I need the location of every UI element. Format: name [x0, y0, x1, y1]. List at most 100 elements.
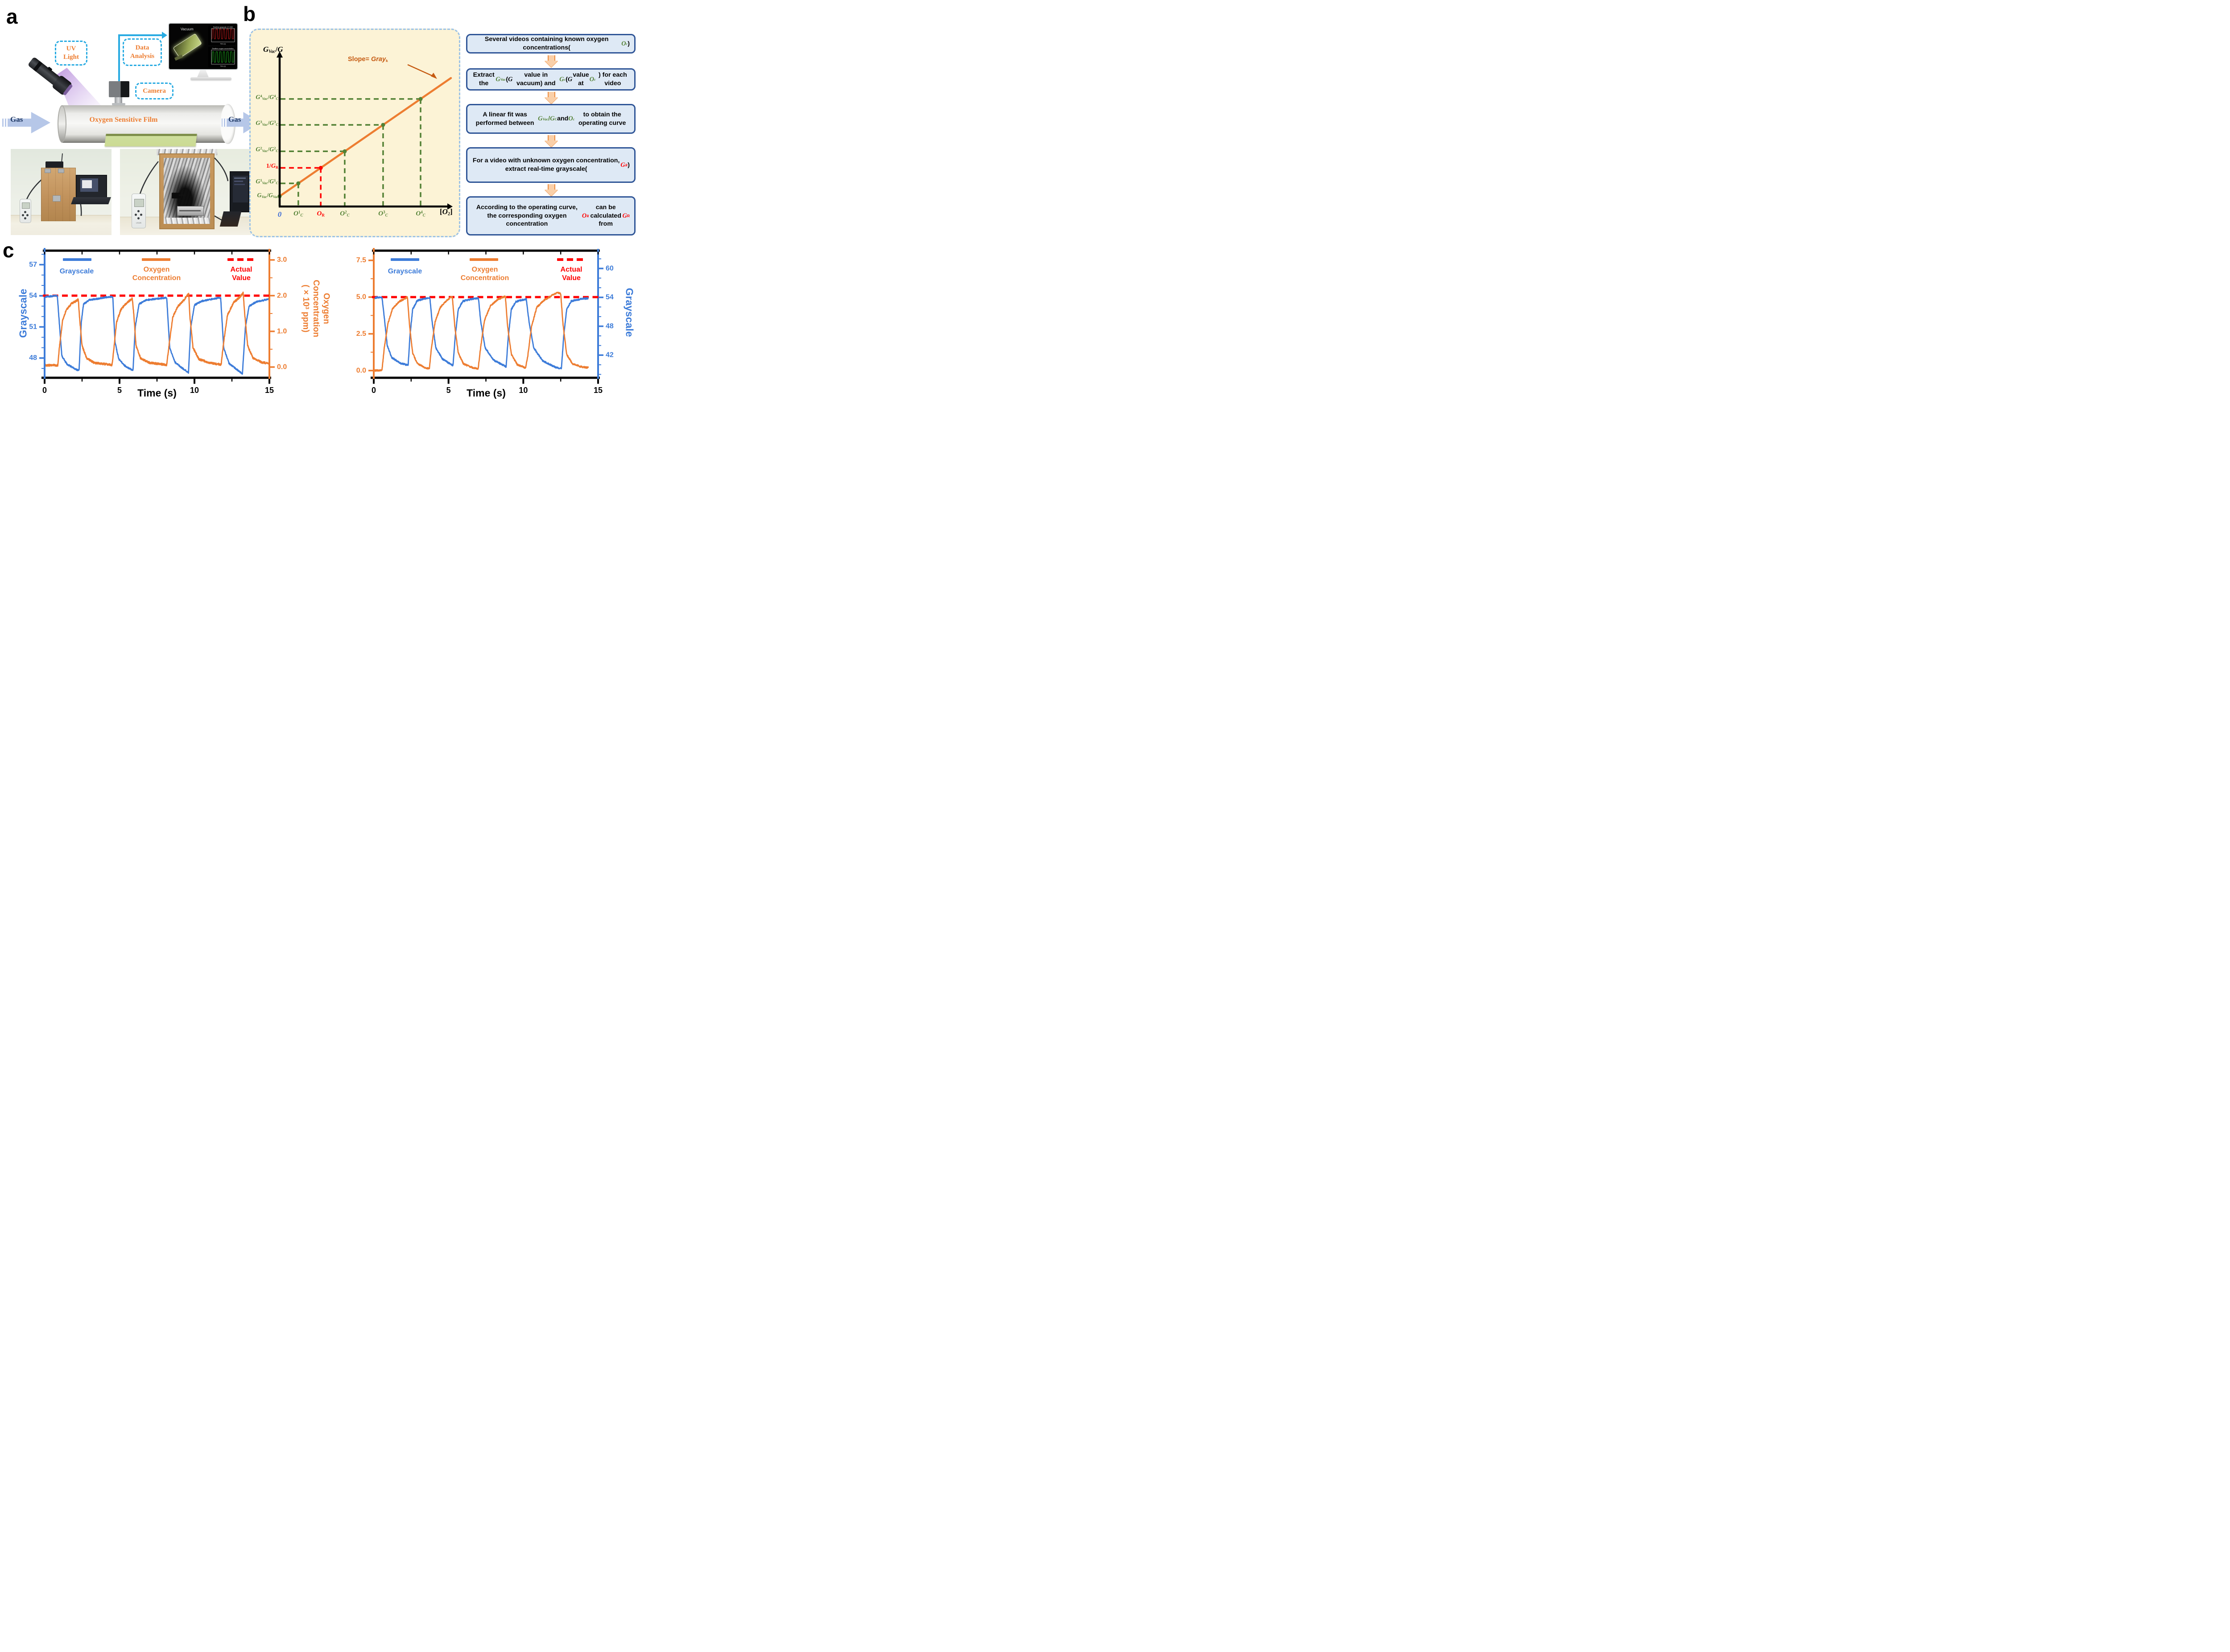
data-line2: Analysis: [130, 53, 155, 60]
legend-text: Actual: [560, 266, 582, 273]
legend-label-oxygen: Oxygen Concentration: [449, 266, 520, 283]
latch-icon: [53, 195, 61, 202]
calib-ylabel-0: G1Vac/G1C: [256, 178, 278, 186]
legend-text: Concentration: [132, 274, 181, 282]
gas-arrow-shape: [2, 112, 50, 133]
connector-arrowhead-icon: [162, 32, 167, 39]
camera-lens-barrel: [115, 97, 122, 103]
film-label: Oxygen Sensitive Film: [89, 116, 158, 124]
glowing-film-stem: [174, 54, 183, 61]
legend-label-actual: Actual Value: [549, 266, 594, 283]
camera-callout: Camera: [135, 83, 173, 99]
legend-swatch-grayscale: [63, 258, 91, 261]
flow-step-4: For a video with unknown oxygen concentr…: [466, 147, 636, 183]
connector-line-vertical: [118, 35, 120, 82]
calib-xlabel-0: O1C: [293, 210, 303, 218]
slope-annotation: Slope= Grayk: [348, 56, 388, 63]
chamber-interior: [164, 158, 210, 224]
flow-step-2: Extract the G Vac (G value in vacuum) and…: [466, 68, 636, 91]
uv-light-callout: UV Light: [55, 41, 87, 66]
monitor-screen: Vacuum: [169, 24, 237, 69]
gas-arrow-stripe: [6, 119, 8, 127]
panel-a-label: a: [6, 5, 18, 28]
flow-step-5: According to the operating curve, the co…: [466, 196, 636, 235]
meter-button: [24, 211, 26, 213]
uv-line1: UV: [66, 45, 76, 53]
gas-label-left: Gas: [10, 115, 23, 124]
legend-label-grayscale: Grayscale: [378, 268, 432, 276]
meter-button: [22, 214, 24, 216]
wooden-box: [41, 168, 76, 221]
gas-arrow-stripe: [225, 119, 227, 127]
mid-ylabel-line1: Oxygen: [321, 293, 331, 324]
meter-button: [137, 217, 140, 219]
flow-arrow-icon: [545, 92, 558, 104]
gas-arrow-left: Gas: [2, 112, 50, 133]
camera-arm: [179, 194, 185, 196]
legend-text: Concentration: [460, 274, 509, 282]
sample-stage: [177, 206, 204, 216]
meter-model-label: LS125: [136, 222, 141, 224]
monitor-stand: [197, 70, 209, 78]
legend-swatch-grayscale: [391, 258, 419, 261]
wood-grain: [41, 168, 76, 221]
laptop-screen: [76, 175, 107, 199]
glowing-film-rect: [173, 33, 202, 58]
mid-ylabel-line2: Concentration: [311, 280, 321, 338]
laptop-dialog: [82, 180, 92, 188]
camera-label: Camera: [143, 87, 166, 95]
box-top-device: [45, 161, 63, 169]
gas-tube-left-cap: [58, 105, 66, 143]
gas-arrow-stripe: [4, 119, 5, 127]
stage-slot: [179, 210, 201, 211]
legend-label-oxygen: Oxygen Concentration: [121, 266, 192, 283]
foil-floor: [164, 218, 210, 224]
flow-arrow-icon: [545, 184, 558, 196]
panel-c-label: c: [3, 239, 14, 262]
panel-b-label: b: [243, 2, 256, 25]
legend-label-grayscale: Grayscale: [50, 268, 103, 276]
operating-curve-panel: GVac/G Slope= Grayk [O2] GVac/GVac G1Vac/…: [249, 29, 460, 237]
uv-line2: Light: [63, 54, 79, 61]
calib-xlabel-origin: 0: [277, 210, 282, 219]
calib-xlabel-2: O2C: [340, 210, 350, 218]
monitor: Vacuum: [168, 23, 238, 70]
laptop-keyboard: [219, 211, 242, 227]
connector-line-horizontal: [118, 34, 163, 36]
calib-axis-title: GVac/G: [263, 45, 283, 54]
ui-line: [234, 181, 243, 182]
calib-xlabel-3: O3C: [378, 210, 388, 218]
legend-text: Grayscale: [59, 268, 94, 275]
legend-text: Oxygen: [143, 266, 170, 273]
operating-curve-plot: [277, 51, 453, 210]
meter-button: [137, 210, 140, 212]
meter-button: [140, 214, 142, 216]
mid-ylabel-line3: ( × 103 ppm): [301, 285, 310, 333]
handheld-meter: [20, 199, 31, 223]
legend-text: Grayscale: [388, 268, 422, 275]
gas-arrow-stripe: [223, 119, 224, 127]
ui-line: [234, 184, 245, 185]
gas-label-right: Gas: [228, 115, 241, 124]
calib-xaxis-unit: [O2]: [440, 207, 453, 217]
meter-button: [24, 217, 26, 219]
left-chart-xlabel: Time (s): [137, 387, 177, 399]
wooden-frame: [159, 153, 215, 229]
laptop-keyboard: [71, 197, 111, 204]
calib-ylabel-2: G2Vac/G2C: [256, 146, 278, 153]
calib-ylabel-4: G4Vac/G4C: [256, 94, 278, 101]
camera-icon: [109, 81, 129, 97]
data-analysis-callout: Data Analysis: [123, 38, 162, 66]
meter-screen: [134, 198, 144, 207]
flow-step-3: A linear fit was performed between G Vac /…: [466, 104, 636, 134]
camera-base: [112, 103, 125, 105]
calib-ylabel-1: 1/GR: [266, 163, 278, 170]
hinge-icon: [45, 169, 51, 173]
flow-arrow-icon: [545, 135, 558, 147]
ui-line: [234, 178, 246, 179]
flow-step-1: Several videos containing known oxygen c…: [466, 34, 636, 54]
legend-text: Actual: [230, 266, 252, 273]
photo-closed-chamber: [11, 149, 112, 235]
meter-screen: [21, 202, 30, 209]
data-line1: Data: [135, 44, 149, 52]
